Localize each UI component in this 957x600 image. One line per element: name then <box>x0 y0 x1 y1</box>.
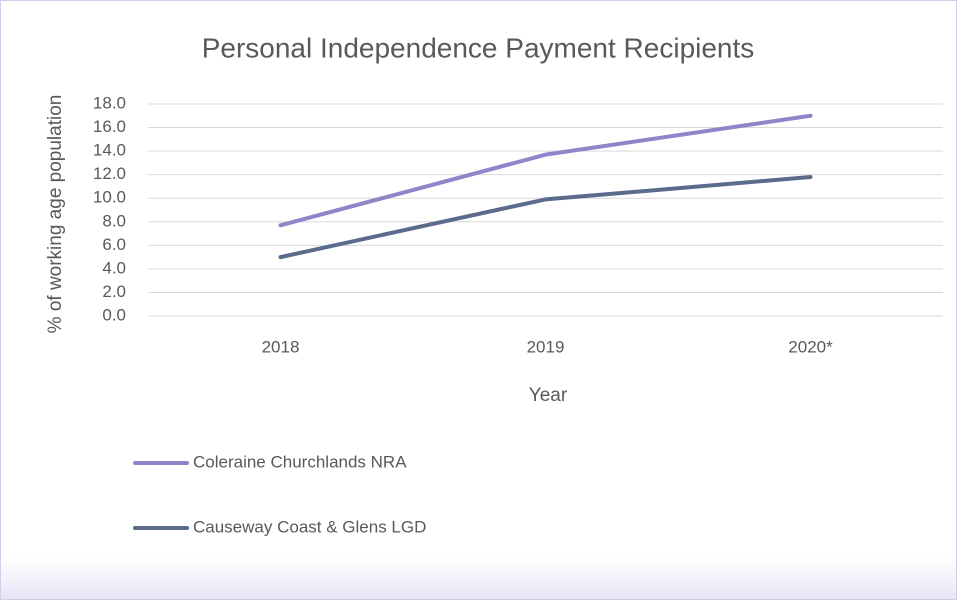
y-tick-label: 18.0 <box>93 93 126 112</box>
x-tick-label: 2020* <box>788 337 833 356</box>
y-tick-label: 8.0 <box>102 211 126 230</box>
y-axis-label: % of working age population <box>45 95 66 334</box>
y-tick-label: 4.0 <box>102 258 126 277</box>
legend-label: Causeway Coast & Glens LGD <box>193 517 426 536</box>
x-tick-label: 2019 <box>527 337 565 356</box>
series-line <box>278 175 813 260</box>
series-line <box>278 113 813 228</box>
y-tick-label: 6.0 <box>102 235 126 254</box>
y-tick-label: 0.0 <box>102 305 126 324</box>
y-tick-label: 14.0 <box>93 141 126 160</box>
y-tick-label: 12.0 <box>93 164 126 183</box>
y-tick-label: 16.0 <box>93 117 126 136</box>
y-tick-label: 2.0 <box>102 282 126 301</box>
x-axis-label: Year <box>529 385 568 406</box>
x-tick-label: 2018 <box>262 337 300 356</box>
chart-title: Personal Independence Payment Recipients <box>202 32 755 63</box>
legend-label: Coleraine Churchlands NRA <box>193 452 407 471</box>
y-tick-label: 10.0 <box>93 188 126 207</box>
